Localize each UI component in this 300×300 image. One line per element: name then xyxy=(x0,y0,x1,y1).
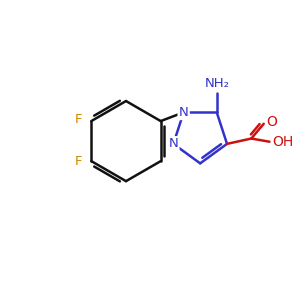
Text: OH: OH xyxy=(272,135,294,149)
Text: N: N xyxy=(169,137,178,150)
Text: F: F xyxy=(74,113,82,126)
Text: N: N xyxy=(179,106,188,119)
Text: F: F xyxy=(74,154,82,168)
Text: NH₂: NH₂ xyxy=(204,76,229,89)
Text: O: O xyxy=(266,115,277,129)
